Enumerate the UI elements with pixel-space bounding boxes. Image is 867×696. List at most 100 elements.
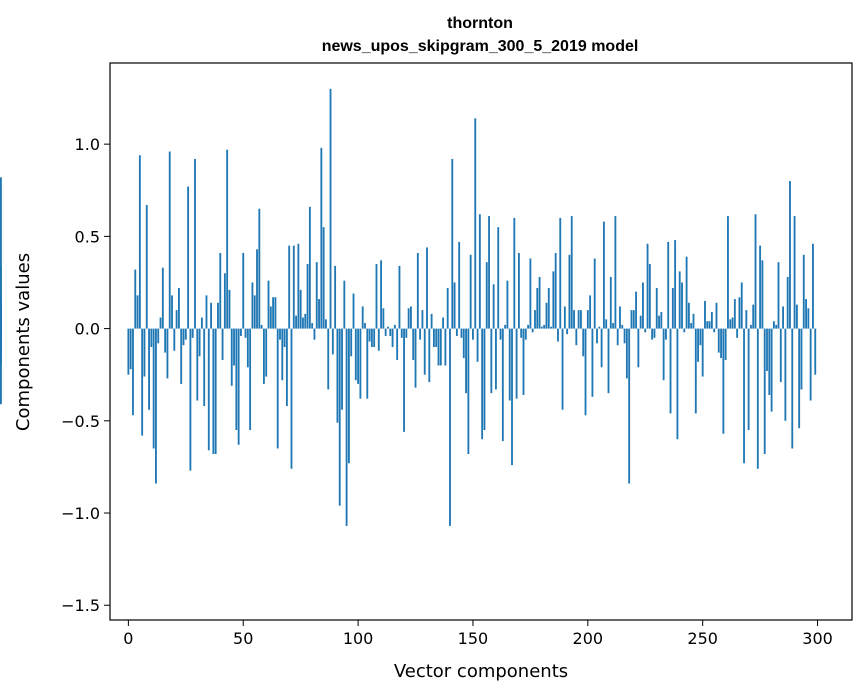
x-axis-ticks: 0 50 100 150 200 250 300	[123, 620, 833, 648]
bar	[789, 181, 791, 329]
bar	[511, 328, 513, 466]
bar	[200, 317, 203, 329]
bar	[467, 328, 470, 455]
bar	[396, 328, 399, 360]
bar	[795, 304, 798, 329]
y-axis-label: Components values	[13, 253, 34, 431]
bar	[619, 306, 621, 329]
bar	[414, 328, 417, 388]
bar	[609, 276, 612, 329]
bar	[439, 328, 442, 366]
bar	[253, 295, 256, 329]
bar	[398, 265, 401, 329]
bar	[217, 302, 219, 329]
bar	[536, 288, 539, 329]
bar	[191, 328, 194, 338]
bar	[637, 328, 640, 368]
bar	[731, 317, 734, 329]
bar	[357, 328, 360, 384]
bar	[359, 328, 362, 399]
bar	[187, 186, 190, 329]
bar	[658, 315, 660, 329]
bar	[446, 288, 449, 329]
bar	[267, 280, 270, 329]
bar	[600, 328, 603, 368]
bar	[665, 328, 667, 340]
bar	[550, 326, 552, 329]
bar	[621, 324, 624, 329]
bar	[320, 147, 323, 329]
bar	[161, 267, 164, 329]
bar	[545, 302, 548, 329]
bar	[616, 328, 619, 346]
bar	[290, 328, 293, 469]
bar	[221, 328, 224, 360]
chart-subtitle: news_upos_skipgram_300_5_2019 model	[322, 38, 639, 55]
bar	[713, 328, 716, 333]
bar	[322, 227, 325, 329]
bar	[173, 328, 176, 351]
bar	[474, 118, 477, 329]
bar	[423, 328, 426, 375]
bar	[212, 328, 215, 455]
bar	[520, 328, 523, 338]
bar	[651, 328, 654, 340]
bar	[694, 328, 697, 414]
bar	[400, 328, 403, 338]
bar	[547, 288, 550, 329]
y-tick-label: 0.5	[75, 227, 100, 246]
bar	[194, 158, 196, 329]
bar	[297, 243, 300, 329]
bar	[805, 299, 807, 329]
bar	[575, 328, 578, 346]
bar	[736, 328, 739, 338]
bar	[182, 328, 185, 346]
bar	[529, 258, 532, 329]
bar	[164, 328, 167, 353]
bar	[602, 221, 605, 329]
bar	[715, 302, 718, 329]
bar	[786, 276, 789, 329]
bar	[743, 328, 745, 464]
bar	[692, 313, 695, 329]
bar	[800, 328, 803, 390]
bar	[687, 302, 690, 329]
bar	[490, 328, 493, 394]
y-tick-label: −1.5	[61, 596, 100, 615]
bar	[488, 216, 490, 329]
bar	[223, 273, 226, 329]
bar	[240, 328, 242, 336]
bar	[145, 205, 148, 329]
bar	[246, 328, 249, 368]
bar	[377, 328, 380, 351]
bar	[683, 328, 686, 333]
bar	[685, 256, 688, 329]
bar	[233, 328, 235, 366]
bar	[327, 328, 330, 390]
bar	[630, 310, 633, 329]
bar	[249, 328, 252, 431]
bar	[0, 328, 2, 405]
bar	[676, 328, 679, 440]
bar	[384, 328, 387, 336]
bar	[295, 315, 297, 329]
x-tick-label: 100	[343, 629, 374, 648]
bar	[274, 297, 277, 329]
bar	[435, 328, 438, 348]
bar	[132, 328, 134, 416]
bar	[251, 282, 254, 329]
bar	[596, 328, 598, 344]
bar	[354, 328, 357, 381]
bar	[370, 328, 373, 348]
bar	[733, 299, 736, 329]
bar	[352, 293, 355, 329]
bar	[127, 328, 130, 375]
bar	[366, 328, 369, 399]
bar	[772, 321, 775, 329]
bar	[242, 252, 245, 329]
x-tick-label: 150	[458, 629, 489, 648]
bar	[380, 260, 382, 329]
y-tick-label: −1.0	[61, 504, 100, 523]
bar	[308, 206, 311, 329]
bar	[485, 262, 488, 329]
